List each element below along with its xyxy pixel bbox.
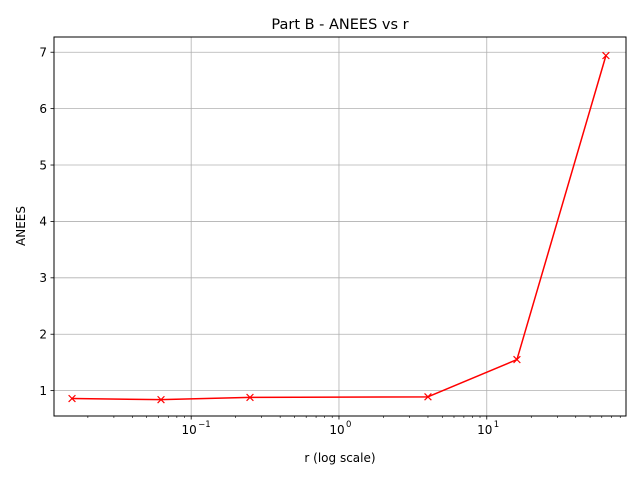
data-point-marker	[68, 394, 76, 403]
x-tick-label: 10	[182, 423, 197, 437]
y-axis-label: ANEES	[14, 206, 28, 246]
grid-layer	[54, 37, 626, 416]
data-point-marker	[602, 51, 610, 60]
marker-stroke	[602, 51, 610, 60]
data-point-marker	[424, 393, 432, 401]
chart-title: Part B - ANEES vs r	[271, 17, 408, 33]
plot-frame	[53, 36, 627, 417]
y-tick-label: 3	[39, 271, 47, 285]
marker-stroke	[246, 393, 254, 402]
marker-stroke	[157, 395, 165, 404]
series-line	[72, 55, 607, 401]
marker-stroke	[424, 393, 432, 401]
marker-stroke	[513, 355, 521, 364]
y-tick-label: 4	[39, 215, 47, 229]
y-tick-label: 5	[39, 158, 47, 172]
marker-stroke	[68, 394, 76, 403]
x-tick-label-exponent: 1	[494, 420, 499, 430]
data-point-marker	[513, 355, 521, 364]
data-point-marker	[157, 395, 165, 404]
x-tick-label: 10	[329, 423, 344, 437]
data-point-marker	[246, 393, 254, 402]
x-tick-label-exponent: 0	[346, 420, 351, 430]
x-tick-label-exponent: −1	[198, 420, 211, 430]
series-layer	[68, 51, 610, 404]
y-tick-label: 7	[39, 46, 47, 60]
y-tick-label: 6	[39, 102, 47, 116]
y-tick-label: 2	[39, 328, 47, 342]
y-tick-label: 1	[39, 384, 47, 398]
x-axis-label: r (log scale)	[304, 451, 375, 465]
x-tick-label: 10	[477, 423, 492, 437]
